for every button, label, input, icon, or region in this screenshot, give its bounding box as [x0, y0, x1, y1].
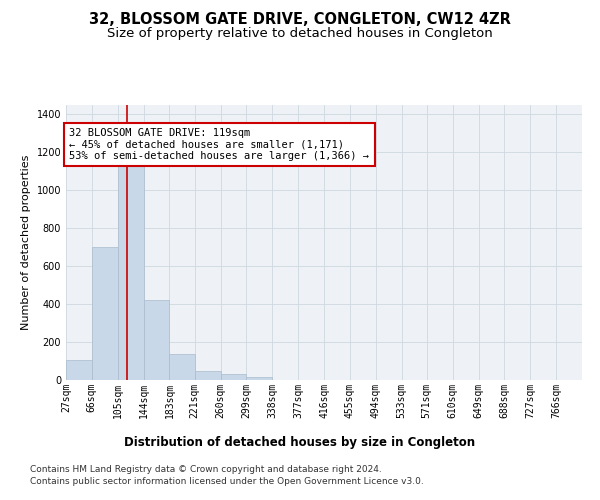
- Y-axis label: Number of detached properties: Number of detached properties: [21, 155, 31, 330]
- Bar: [221, 374, 247, 380]
- Bar: [92, 247, 118, 380]
- Bar: [194, 370, 221, 380]
- Bar: [247, 377, 272, 380]
- Bar: [66, 360, 92, 380]
- Text: Size of property relative to detached houses in Congleton: Size of property relative to detached ho…: [107, 28, 493, 40]
- Text: Contains public sector information licensed under the Open Government Licence v3: Contains public sector information licen…: [30, 478, 424, 486]
- Bar: [143, 300, 169, 380]
- Text: Distribution of detached houses by size in Congleton: Distribution of detached houses by size …: [124, 436, 476, 449]
- Bar: [118, 166, 143, 380]
- Bar: [169, 354, 194, 380]
- Text: 32 BLOSSOM GATE DRIVE: 119sqm
← 45% of detached houses are smaller (1,171)
53% o: 32 BLOSSOM GATE DRIVE: 119sqm ← 45% of d…: [70, 128, 370, 161]
- Text: Contains HM Land Registry data © Crown copyright and database right 2024.: Contains HM Land Registry data © Crown c…: [30, 465, 382, 474]
- Text: 32, BLOSSOM GATE DRIVE, CONGLETON, CW12 4ZR: 32, BLOSSOM GATE DRIVE, CONGLETON, CW12 …: [89, 12, 511, 28]
